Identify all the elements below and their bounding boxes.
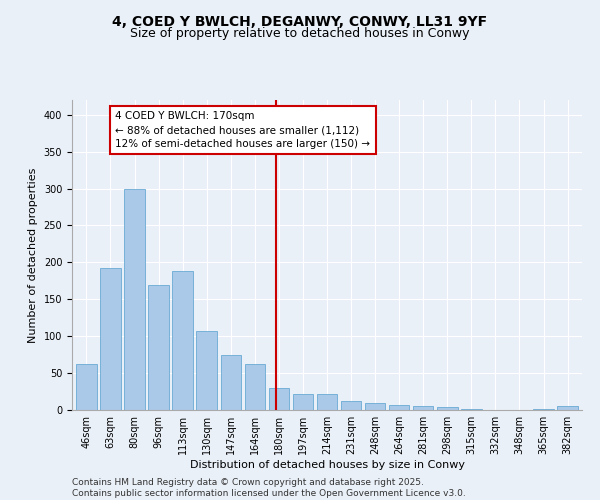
Bar <box>293 394 313 410</box>
Text: Size of property relative to detached houses in Conwy: Size of property relative to detached ho… <box>130 28 470 40</box>
Bar <box>341 401 361 410</box>
Bar <box>124 190 145 410</box>
Bar <box>76 364 97 410</box>
Y-axis label: Number of detached properties: Number of detached properties <box>28 168 38 342</box>
Text: 4, COED Y BWLCH, DEGANWY, CONWY, LL31 9YF: 4, COED Y BWLCH, DEGANWY, CONWY, LL31 9Y… <box>112 15 488 29</box>
Bar <box>413 406 433 410</box>
Bar <box>389 405 409 410</box>
Text: Contains HM Land Registry data © Crown copyright and database right 2025.
Contai: Contains HM Land Registry data © Crown c… <box>72 478 466 498</box>
Bar <box>365 402 385 410</box>
Bar <box>317 394 337 410</box>
Bar <box>437 407 458 410</box>
Bar <box>148 284 169 410</box>
X-axis label: Distribution of detached houses by size in Conwy: Distribution of detached houses by size … <box>190 460 464 469</box>
Text: 4 COED Y BWLCH: 170sqm
← 88% of detached houses are smaller (1,112)
12% of semi-: 4 COED Y BWLCH: 170sqm ← 88% of detached… <box>115 111 370 149</box>
Bar <box>172 271 193 410</box>
Bar <box>557 406 578 410</box>
Bar <box>196 331 217 410</box>
Bar <box>100 268 121 410</box>
Bar <box>269 388 289 410</box>
Bar <box>221 354 241 410</box>
Bar <box>245 364 265 410</box>
